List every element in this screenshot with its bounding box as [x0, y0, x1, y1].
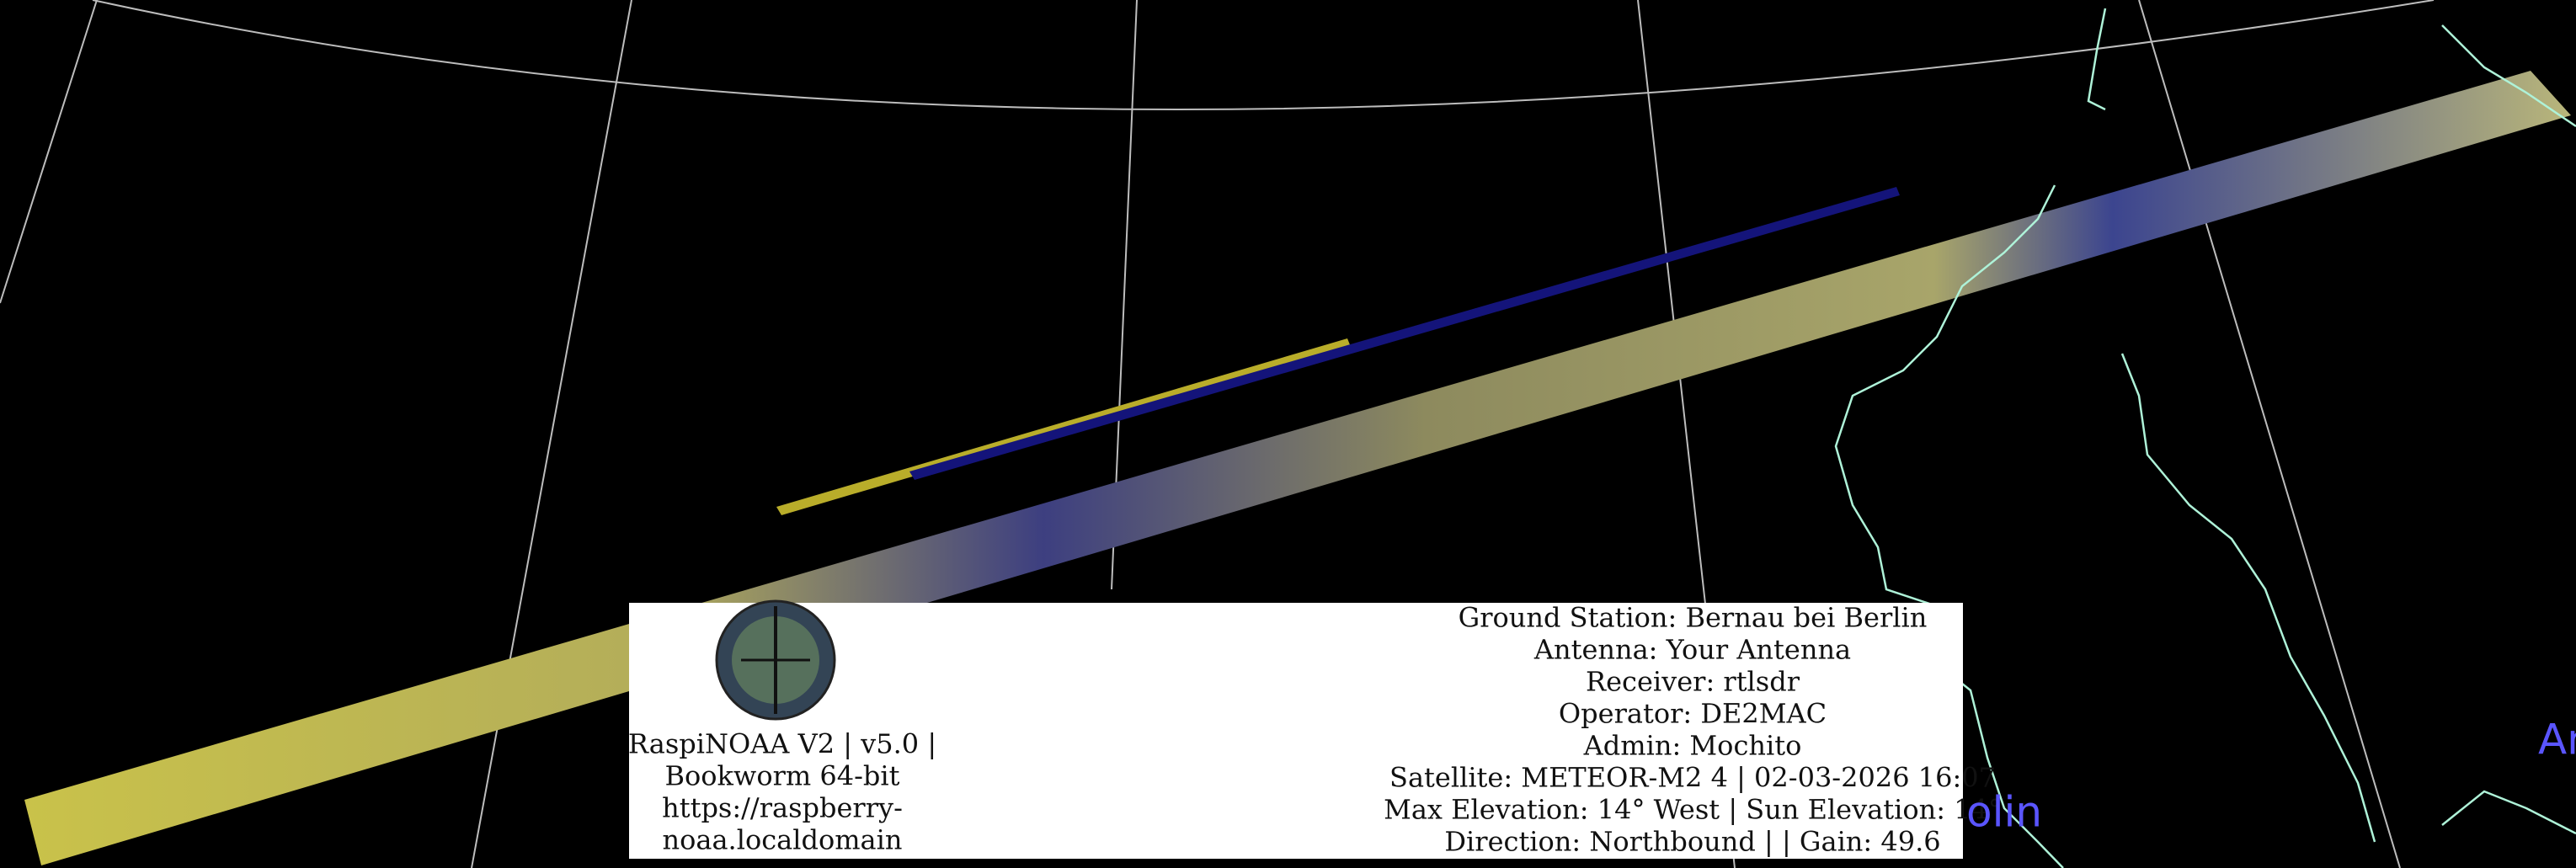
- partial-swath-blue: [909, 187, 1900, 480]
- map-label: An: [2538, 716, 2576, 764]
- pass-info-line: Admin: Mochito: [1583, 730, 1802, 762]
- pass-info-line: Ground Station: Bernau bei Berlin: [1459, 602, 1928, 634]
- pass-info-line: Max Elevation: 14° West | Sun Elevation:…: [1384, 794, 2002, 826]
- station-info-line: noaa.localdomain: [663, 824, 903, 856]
- pass-info-line: Receiver: rtlsdr: [1586, 666, 1800, 698]
- map-label: olin: [1966, 788, 2042, 837]
- pass-info-line: Direction: Northbound | | Gain: 49.6: [1444, 826, 1940, 858]
- station-info-line: https://raspberry-: [662, 792, 903, 824]
- coastline: [1834, 8, 2576, 868]
- pass-info-line: Satellite: METEOR-M2 4 | 02-03-2026 16:0…: [1389, 762, 1996, 794]
- station-info-line: Bookworm 64-bit: [664, 760, 899, 792]
- station-info-line: RaspiNOAA V2 | v5.0 |: [628, 728, 936, 760]
- info-panel: [629, 603, 1963, 859]
- pass-info-line: Antenna: Your Antenna: [1533, 634, 1851, 666]
- overlay-text: RaspiNOAA V2 | v5.0 |Bookworm 64-bithttp…: [628, 602, 2576, 858]
- graticule: [0, 0, 2435, 868]
- pass-info-line: Operator: DE2MAC: [1559, 698, 1827, 730]
- station-logo: [715, 599, 836, 721]
